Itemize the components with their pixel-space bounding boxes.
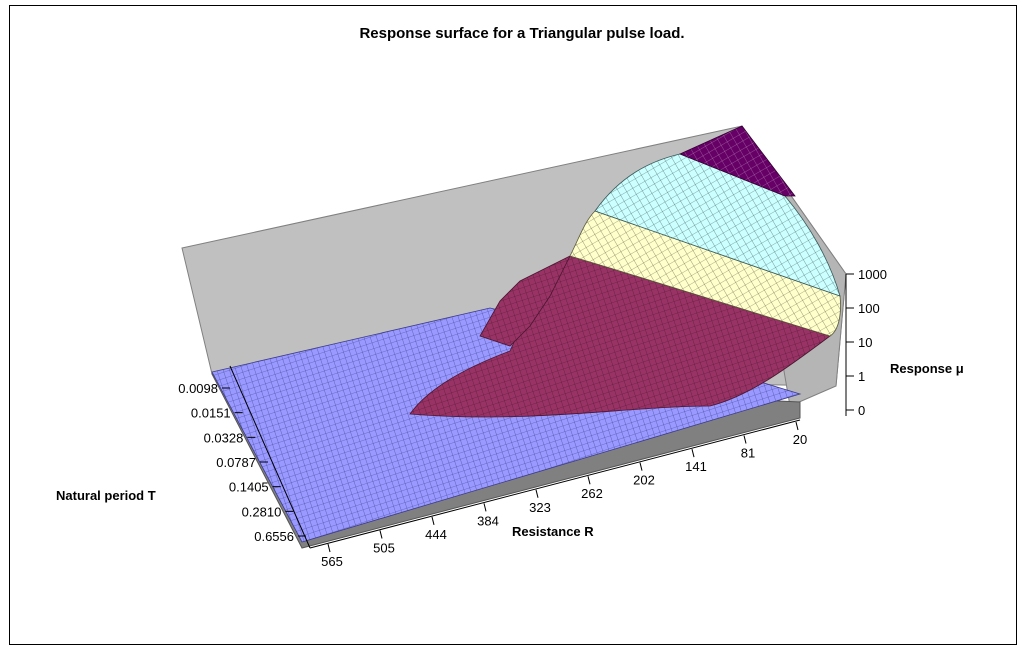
x-tick-label: 81 [741,446,755,461]
x-axis-line [309,419,801,549]
x-tick-mark [743,435,747,444]
z-axis-ticks: 0 1 10 100 1000 [846,267,887,418]
x-tick-mark [483,503,487,512]
x-tick-label: 20 [793,432,807,447]
z-tick-label: 10 [858,335,872,350]
z-tick-label: 1 [858,369,865,384]
x-tick-mark [535,489,539,498]
x-tick-label: 141 [685,459,707,474]
y-axis-ticks: 0.0098 0.0151 0.0328 0.0787 0.1405 0.2810 0.65… [178,381,306,544]
x-tick-mark [587,476,591,485]
chart-title: Response surface for a Triangular pulse … [359,25,684,42]
x-tick-label: 202 [633,473,655,488]
y-axis-line [229,365,311,549]
surface-band-1-10 [409,255,831,418]
x-tick-mark [431,516,435,526]
x-tick-mark [379,530,383,539]
x-axis-ticks: 565 505 444 384 323 262 202 141 81 20 [321,421,807,569]
x-tick-label: 323 [529,500,551,515]
y-axis-label: Natural period T [56,488,156,503]
y-tick-label: 0.2810 [242,504,282,519]
x-tick-label: 384 [477,513,499,528]
x-tick-mark [327,543,331,553]
z-tick-label: 100 [858,301,880,316]
y-tick-label: 0.0328 [204,430,244,445]
z-tick-label: 1000 [858,267,887,282]
chart-svg: Response surface for a Triangular pulse … [56,25,964,569]
surface-band-over-1000 [678,125,796,197]
x-tick-label: 444 [425,527,447,542]
x-tick-label: 565 [321,554,343,569]
chart-frame: Response surface for a Triangular pulse … [9,5,1017,645]
y-tick-label: 0.0787 [216,455,256,470]
y-tick-label: 0.6556 [254,529,294,544]
x-tick-mark [691,448,695,458]
x-tick-mark [639,462,643,471]
x-tick-mark [795,421,799,431]
y-tick-label: 0.1405 [229,480,269,495]
x-axis-label: Resistance R [512,524,594,539]
z-tick-label: 0 [858,403,865,418]
x-tick-label: 262 [581,486,603,501]
z-axis-label: Response μ [890,361,964,376]
x-tick-label: 505 [373,540,395,555]
y-tick-label: 0.0151 [191,406,231,421]
y-tick-label: 0.0098 [178,381,218,396]
